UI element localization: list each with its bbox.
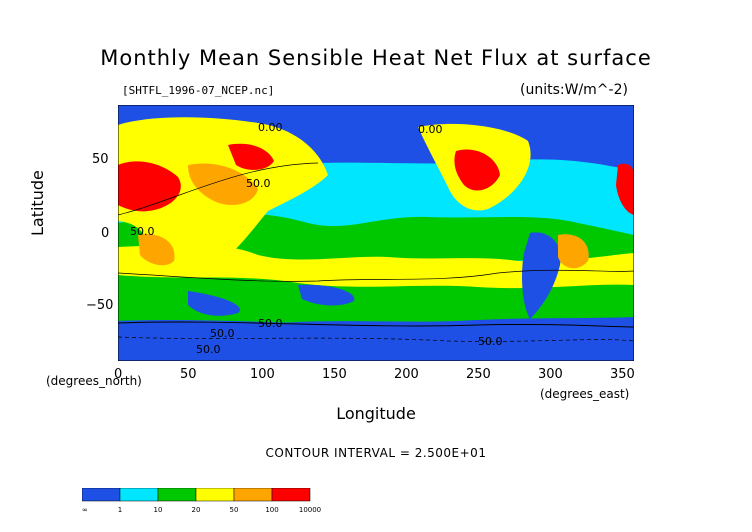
contour-interval-label: CONTOUR INTERVAL = 2.500E+01	[265, 446, 487, 460]
hot-region	[616, 163, 634, 215]
contour-label: 0.00	[258, 121, 283, 134]
colorbar-label: 100	[265, 506, 278, 514]
colorbar-box	[195, 488, 235, 502]
antarctic	[118, 320, 634, 361]
contour-label: 0.00	[418, 123, 443, 136]
y-tick-50: 50	[92, 152, 109, 167]
warm-region	[558, 234, 589, 269]
hot-region	[454, 149, 500, 191]
colorbar-label: −∞	[82, 506, 88, 514]
hot-region	[118, 161, 181, 212]
x-tick-350: 350	[610, 367, 635, 382]
x-tick-150: 150	[322, 367, 347, 382]
cold-pool	[298, 284, 355, 306]
contour-line	[118, 336, 634, 342]
contour-label: 50.0	[130, 225, 155, 238]
contour-line	[118, 321, 634, 328]
contour-label: 50.0	[210, 327, 235, 340]
colorbar-label: 20	[192, 506, 201, 514]
cold-pool	[188, 291, 240, 316]
contour-label: 50.0	[478, 335, 503, 348]
warm-region	[188, 163, 258, 205]
colorbar-label: 50	[230, 506, 239, 514]
x-tick-0: 0	[114, 367, 123, 382]
colorbar-box	[119, 488, 159, 502]
units-label: (units:W/m^-2)	[520, 82, 628, 98]
file-label: [SHTFL_1996-07_NCEP.nc]	[122, 84, 275, 97]
contour-label: 50.0	[258, 317, 283, 330]
y-tick-neg50: −50	[86, 298, 114, 313]
colorbar-label: 10000	[299, 506, 321, 514]
contour-label: 50.0	[246, 177, 271, 190]
contour-line	[118, 162, 319, 216]
hot-region	[228, 143, 274, 170]
x-tick-200: 200	[394, 367, 419, 382]
x-tick-250: 250	[466, 367, 491, 382]
colorbar-box	[82, 488, 121, 502]
warm-region	[138, 234, 175, 266]
y-axis-label: Latitude	[28, 170, 47, 236]
x-axis-unit: (degrees_east)	[540, 387, 630, 401]
colorbar-box	[271, 488, 311, 502]
contour-line	[118, 269, 634, 282]
y-axis-unit: (degrees_north)	[46, 374, 142, 388]
southern-green-band	[118, 275, 634, 324]
y-tick-0: 0	[101, 226, 110, 241]
colorbar-label: 1	[118, 506, 122, 514]
colorbar-label: 10	[154, 506, 163, 514]
x-tick-50: 50	[180, 367, 197, 382]
colorbar-box	[233, 488, 273, 502]
x-tick-100: 100	[250, 367, 275, 382]
map-title: Monthly Mean Sensible Heat Net Flux at s…	[100, 46, 652, 70]
landmass-cool	[522, 232, 561, 319]
x-axis-label: Longitude	[336, 404, 416, 423]
colorbar-box	[157, 488, 197, 502]
flux-map: 0.00 0.00 50.0 50.0 50.0 50.0 50.0 50.0	[118, 105, 634, 361]
contour-label: 50.0	[196, 343, 221, 356]
x-tick-300: 300	[538, 367, 563, 382]
colorbar: −∞ 1 10 20 50 100 10000	[82, 488, 321, 514]
